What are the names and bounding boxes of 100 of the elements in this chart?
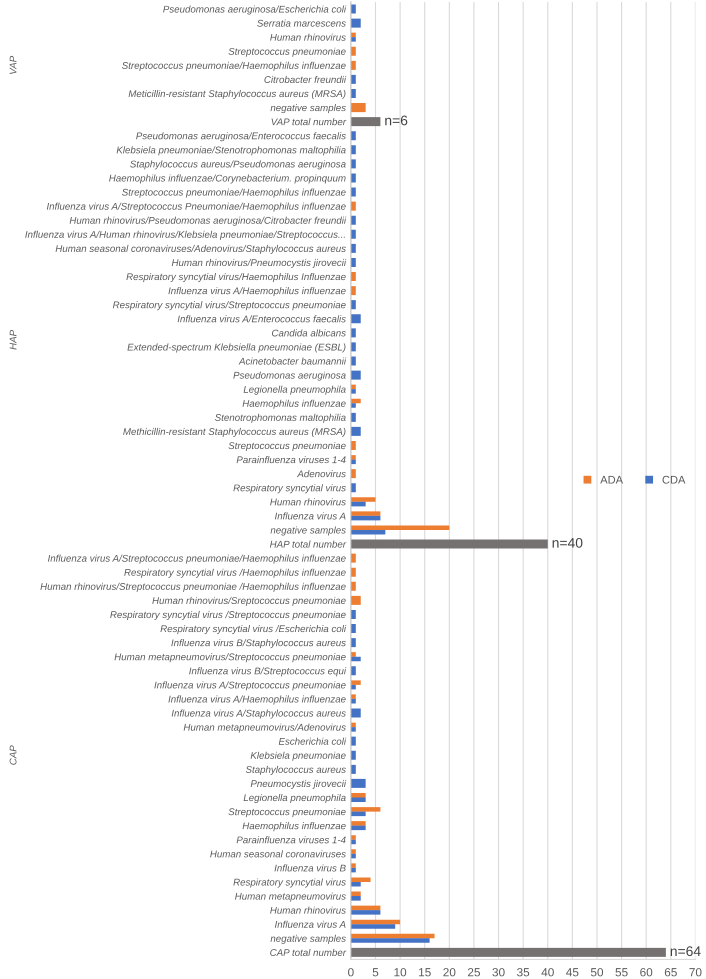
- bar: [350, 722, 356, 728]
- y-tick-label: Parainfluenza viruses 1-4: [236, 456, 346, 464]
- x-tick-label: 65: [664, 968, 677, 976]
- y-tick-label: Candida albicans: [272, 329, 346, 336]
- y-tick-label: Influenza virus A/Human rhinovirus/Klebsiela pneumoniae/Streptococcus...: [25, 230, 345, 240]
- x-tick-label: 30: [492, 968, 505, 976]
- bar: [350, 906, 380, 910]
- y-tick-label: Meticillin-resistant Staphylococcus aureus (MRSA): [128, 90, 346, 100]
- bar: [350, 835, 356, 840]
- bar: [350, 624, 356, 634]
- text: VAP: [10, 56, 16, 74]
- bar: [350, 131, 356, 140]
- bar: [350, 4, 356, 14]
- y-tick-label: Klebsiela pneumoniae/Stenotrophomonas maltophilia: [116, 146, 346, 156]
- bar: [350, 173, 356, 182]
- bar: [350, 525, 450, 530]
- y-tick-label: Influenza virus A: [274, 920, 346, 928]
- bar: [350, 356, 356, 366]
- y-tick-label: HAP total number: [270, 540, 346, 548]
- bar: [350, 511, 380, 516]
- bar: [350, 483, 356, 492]
- bar: [350, 455, 356, 460]
- y-tick-label: Citrobacter freundii: [264, 76, 346, 84]
- y-tick-label: Parainfluenza viruses 1-4: [236, 836, 346, 844]
- y-tick-label: Pneumocystis jirovecii: [250, 780, 346, 789]
- y-tick-label: Influenza virus A/Enterococcus faecalis: [178, 315, 346, 322]
- bar: [350, 216, 356, 225]
- y-tick-label: Streptococcus pneumoniae: [228, 48, 346, 57]
- y-tick-label: Extended-spectrum Klebsiella pneumoniae (ESBL): [127, 343, 346, 352]
- bar: [350, 18, 361, 28]
- data-label: n=64: [670, 946, 701, 956]
- bar: [350, 920, 400, 924]
- y-tick-label: negative samples: [270, 934, 346, 944]
- x-tick-label: 10: [394, 968, 406, 976]
- x-tick-label: 70: [689, 968, 702, 976]
- text: HAP: [10, 330, 16, 350]
- bar: [350, 145, 356, 154]
- bar: [350, 778, 366, 788]
- x-tick-label: 0: [348, 968, 354, 976]
- y-tick-label: Human rhinovirus/Sreptococcus pneumoniae: [152, 596, 346, 606]
- y-tick-label: negative samples: [270, 526, 346, 536]
- bar: [350, 32, 356, 38]
- bar: [350, 652, 356, 657]
- bar: [350, 736, 356, 746]
- y-tick-label: Influenza virus B: [274, 864, 346, 872]
- bar: [350, 934, 435, 938]
- y-tick-label: Respiratory syncytial virus: [233, 878, 346, 888]
- y-tick-label: negative samples: [270, 104, 346, 114]
- bar: [350, 258, 356, 267]
- y-tick-label: Influenza virus A/Streptococcus pneumoniae/Haemophilus influenzae: [48, 554, 346, 564]
- y-tick-label: Influenza virus A/Streptococcus Pneumoniae/Haemophilus influenzae: [46, 202, 346, 212]
- y-tick-label: Pseudomonas aeruginosa/Enterococcus faecalis: [136, 132, 346, 142]
- bar: [350, 863, 356, 868]
- bar: [350, 328, 356, 338]
- y-tick-label: Haemophilus influenzae/Corynebacterium. propinquum: [109, 174, 346, 184]
- bar: [350, 892, 361, 896]
- bar: [350, 666, 356, 676]
- bar: [350, 412, 356, 422]
- y-tick-label: Human seasonal coronaviruses: [210, 850, 346, 858]
- y-tick-label: Human rhinovirus: [270, 906, 346, 914]
- bar: [350, 610, 356, 619]
- x-tick-label: 45: [566, 968, 578, 976]
- bar: [350, 230, 356, 239]
- y-tick-label: Pseudomonas aeruginosa: [233, 372, 346, 381]
- bar: [350, 426, 361, 436]
- y-tick-label: Legionella pneumophila: [244, 794, 346, 804]
- y-tick-label: Haemophilus influenzae: [242, 400, 346, 409]
- y-tick-label: Respiratory syncytial virus/Streptococcus pneumoniae: [112, 301, 346, 310]
- x-tick-label: 20: [443, 968, 456, 976]
- x-tick-label: 40: [541, 968, 554, 976]
- y-tick-label: VAP total number: [272, 118, 346, 126]
- data-label: n=6: [385, 116, 408, 126]
- bar: [350, 300, 356, 310]
- bar: [350, 948, 666, 957]
- bar: [350, 342, 356, 352]
- y-tick-label: Respiratory syncytial virus/Haemophilus Influenzae: [126, 273, 346, 282]
- bar: [350, 708, 361, 718]
- x-tick-label: 60: [640, 968, 652, 976]
- y-tick-label: CAP total number: [270, 948, 346, 956]
- bar: [350, 849, 356, 854]
- y-tick-label: Pseudomonas aeruginosa/Escherichia coli: [163, 5, 346, 15]
- x-tick-label: 55: [615, 968, 628, 976]
- y-tick-label: Human metapneumovirus/Adenovirus: [184, 724, 346, 733]
- bar: [350, 638, 356, 648]
- y-tick-label: Influenza virus B/Staphylococcus aureus: [171, 639, 346, 648]
- bar: [350, 877, 371, 882]
- y-tick-label: Methicillin-resistant Staphylococcus aureus (MRSA): [123, 428, 346, 437]
- y-tick-label: Respiratory syncytial virus /Streptococcus pneumoniae: [110, 610, 346, 620]
- y-tick-label: Serratia marcescens: [257, 20, 346, 27]
- bar: [350, 88, 356, 98]
- y-tick-label: Influenza virus A/Haemophilus influenzae: [168, 287, 346, 296]
- legend-label: ADA: [600, 476, 624, 484]
- y-tick-label: Respiratory syncytial virus: [233, 484, 346, 494]
- bar: [350, 821, 366, 826]
- data-label: n=40: [552, 538, 582, 548]
- y-tick-label: Streptococcus pneumoniae: [228, 442, 346, 452]
- y-tick-label: Influenza virus A/Streptococcus pneumoniae: [154, 681, 346, 690]
- bar: [350, 807, 380, 812]
- bar: [350, 370, 361, 380]
- y-tick-label: Escherichia coli: [278, 738, 346, 745]
